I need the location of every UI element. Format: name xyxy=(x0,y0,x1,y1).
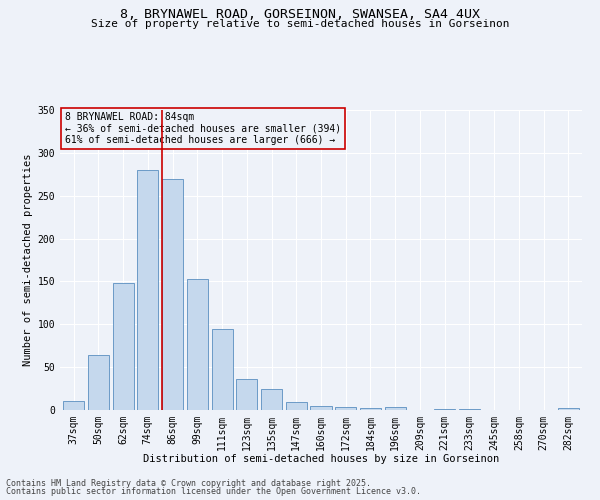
Bar xyxy=(335,408,356,410)
Bar xyxy=(434,409,455,410)
Bar xyxy=(385,408,406,410)
Text: 8 BRYNAWEL ROAD: 84sqm
← 36% of semi-detached houses are smaller (394)
61% of se: 8 BRYNAWEL ROAD: 84sqm ← 36% of semi-det… xyxy=(65,112,341,144)
Bar xyxy=(162,178,183,410)
Bar xyxy=(63,402,84,410)
Bar xyxy=(113,283,134,410)
Bar xyxy=(310,406,332,410)
Bar xyxy=(88,355,109,410)
Bar xyxy=(137,170,158,410)
Bar xyxy=(360,408,381,410)
Text: 8, BRYNAWEL ROAD, GORSEINON, SWANSEA, SA4 4UX: 8, BRYNAWEL ROAD, GORSEINON, SWANSEA, SA… xyxy=(120,8,480,20)
X-axis label: Distribution of semi-detached houses by size in Gorseinon: Distribution of semi-detached houses by … xyxy=(143,454,499,464)
Bar xyxy=(236,379,257,410)
Bar xyxy=(558,408,579,410)
Bar xyxy=(286,402,307,410)
Text: Contains HM Land Registry data © Crown copyright and database right 2025.: Contains HM Land Registry data © Crown c… xyxy=(6,478,371,488)
Bar xyxy=(261,388,282,410)
Text: Size of property relative to semi-detached houses in Gorseinon: Size of property relative to semi-detach… xyxy=(91,19,509,29)
Bar xyxy=(459,409,480,410)
Y-axis label: Number of semi-detached properties: Number of semi-detached properties xyxy=(23,154,34,366)
Text: Contains public sector information licensed under the Open Government Licence v3: Contains public sector information licen… xyxy=(6,487,421,496)
Bar xyxy=(212,328,233,410)
Bar xyxy=(187,279,208,410)
